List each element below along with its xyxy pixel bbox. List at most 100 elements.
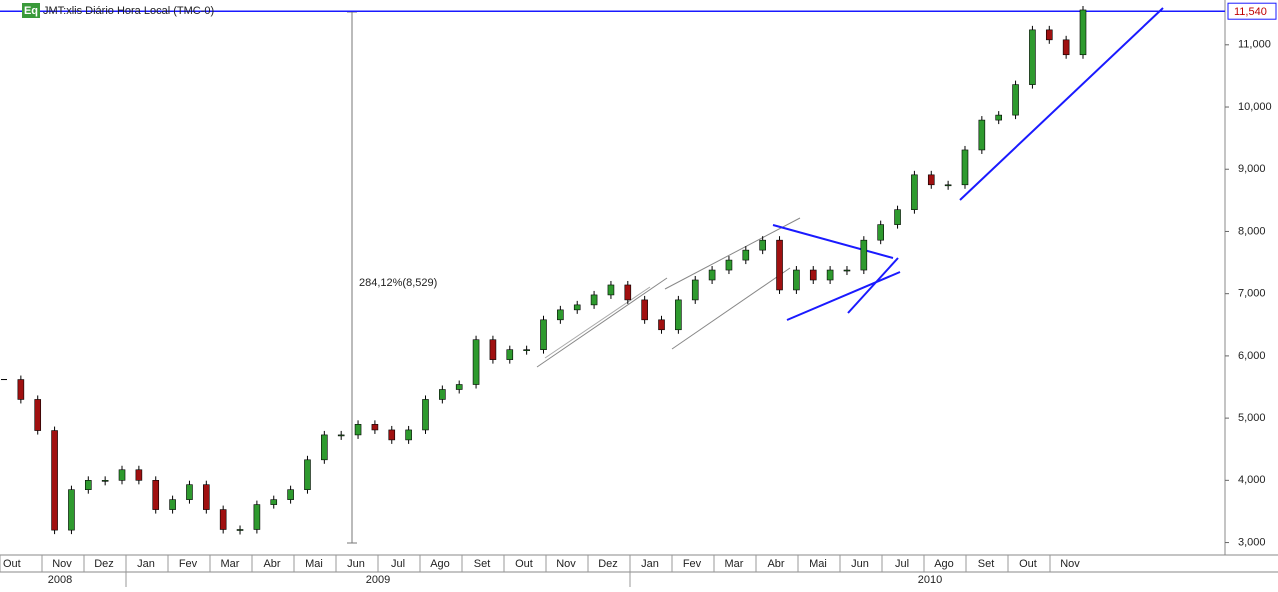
candle — [708, 269, 716, 281]
y-tick-label: 6,000 — [1238, 350, 1266, 362]
last-price-box — [1227, 2, 1277, 20]
x-tick-label: Jul — [391, 558, 405, 570]
chart-title[interactable]: JMT:xlis Diário Hora Local (TMC-0) — [43, 5, 214, 17]
candle — [1012, 84, 1019, 116]
candle — [84, 480, 92, 490]
x-tick-label: Jun — [347, 558, 365, 570]
channel-line — [536, 277, 668, 368]
candle — [422, 399, 429, 431]
candle — [540, 319, 547, 350]
candle — [51, 430, 58, 531]
x-tick-label: Jun — [851, 558, 869, 570]
y-tick-label: 10,000 — [1238, 101, 1272, 113]
candle — [354, 424, 362, 436]
candle — [826, 269, 834, 281]
candle — [439, 389, 446, 400]
x-tick-label: Fev — [179, 558, 198, 570]
x-tick-label: Mar — [725, 558, 744, 570]
candle — [1029, 29, 1036, 85]
trend-line — [847, 257, 899, 314]
candle — [725, 259, 733, 271]
candle — [557, 309, 564, 321]
x-tick-label: Abr — [767, 558, 784, 570]
candle — [321, 434, 328, 461]
channel-line — [671, 267, 791, 350]
x-tick-label: Out — [3, 558, 21, 570]
candle — [236, 529, 244, 531]
candle — [523, 349, 530, 351]
icon-label: Eq — [24, 5, 38, 17]
candle — [169, 499, 176, 510]
x-tick-label: Fev — [683, 558, 702, 570]
candle — [759, 239, 766, 251]
candle — [135, 469, 143, 481]
channel-line — [664, 217, 801, 290]
candle — [860, 239, 868, 271]
candle — [219, 509, 227, 530]
candle — [944, 184, 952, 187]
last-price-label: 11,540 — [1234, 6, 1267, 18]
x-tick-label: Set — [978, 558, 995, 570]
y-tick-label: 9,000 — [1238, 163, 1266, 175]
candle — [776, 239, 783, 291]
candle — [489, 339, 497, 360]
candle — [877, 224, 884, 241]
candle — [742, 249, 750, 261]
y-tick-label: 3,000 — [1238, 536, 1266, 548]
x-tick-label: Mar — [221, 558, 240, 570]
trend-line — [959, 7, 1164, 201]
x-tick-label: Jan — [137, 558, 155, 570]
candle — [809, 269, 817, 281]
candle — [34, 399, 42, 431]
y-tick-label: 4,000 — [1238, 474, 1266, 486]
candle — [1045, 29, 1053, 41]
x-tick-label: Ago — [430, 558, 450, 570]
candle — [590, 294, 598, 306]
candle — [388, 429, 396, 441]
candle — [455, 384, 463, 390]
year-label: 2008 — [48, 574, 72, 586]
candle — [253, 504, 261, 530]
candle — [961, 149, 969, 186]
x-tick-label: Dez — [94, 558, 114, 570]
candle — [1079, 9, 1087, 56]
y-tick-label: 7,000 — [1238, 288, 1266, 300]
y-tick-label: 5,000 — [1238, 412, 1266, 424]
x-tick-label: Nov — [52, 558, 72, 570]
candle — [371, 424, 379, 431]
candle — [995, 114, 1003, 121]
x-tick-label: Jan — [641, 558, 659, 570]
x-tick-label: Mai — [305, 558, 323, 570]
candle — [675, 299, 682, 331]
candle — [186, 484, 193, 500]
x-tick-label: Out — [515, 558, 533, 570]
year-label: 2009 — [366, 574, 390, 586]
candle — [894, 209, 901, 225]
candle — [270, 499, 278, 505]
candle — [927, 174, 935, 186]
candle — [506, 349, 514, 360]
candle — [978, 119, 986, 151]
annotation: 284,12%(8,529) — [359, 277, 437, 289]
x-tick-label: Nov — [1060, 558, 1080, 570]
x-tick-label: Dez — [598, 558, 618, 570]
candle — [304, 459, 311, 490]
year-label: 2010 — [918, 574, 942, 586]
y-tick-label: 8,000 — [1238, 225, 1266, 237]
x-tick-label: Out — [1019, 558, 1037, 570]
x-tick-label: Jul — [895, 558, 909, 570]
icon — [22, 3, 40, 18]
candle — [152, 480, 160, 510]
candle — [287, 489, 294, 500]
channel-line — [544, 286, 651, 359]
x-tick-label: Abr — [263, 558, 280, 570]
candle — [607, 284, 615, 296]
candle — [624, 284, 632, 301]
candle — [843, 269, 851, 272]
candle — [911, 174, 918, 210]
candle — [405, 429, 412, 441]
candle — [573, 304, 581, 311]
candle — [118, 469, 126, 481]
